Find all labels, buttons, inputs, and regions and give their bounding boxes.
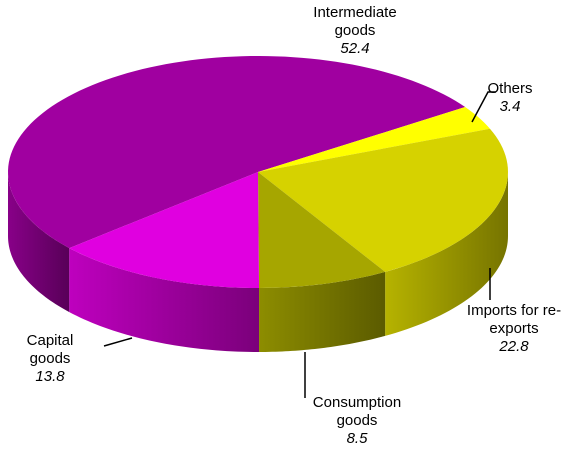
value-label: 52.4 [340,40,370,57]
slice-side [259,271,386,352]
category-label: Intermediate goods [313,4,397,39]
sides [8,172,508,352]
slice [258,107,490,172]
pie [8,56,508,352]
slice-top [258,172,386,288]
slice-side [8,172,70,313]
slice-side [69,248,260,352]
slice [258,172,386,288]
slice-side [385,172,508,336]
leader-line [103,337,133,347]
category-label: Capital goods [26,332,74,367]
slice-top [8,56,466,249]
slice-label: Consumption goods 8.5 [302,394,412,448]
value-label: 3.4 [499,98,521,115]
slice-label: Others 3.4 [480,80,540,116]
leader-line [471,91,496,123]
value-label: 8.5 [346,430,368,447]
slice [258,128,508,272]
slice-label: Capital goods 13.8 [10,332,90,386]
tops [8,56,508,288]
slice-top [258,107,490,172]
value-label: 13.8 [35,368,65,385]
category-label: Imports for re-exports [466,302,562,337]
category-label: Others [487,80,533,97]
slice [8,56,466,249]
slice-label: Intermediate goods 52.4 [300,4,410,58]
slice-label: Imports for re-exports 22.8 [462,302,566,356]
slice-top [69,172,260,288]
value-label: 22.8 [499,338,529,355]
slice [69,172,260,288]
leader-lines [103,91,496,398]
category-label: Consumption goods [312,394,402,429]
slice-top [258,128,508,272]
